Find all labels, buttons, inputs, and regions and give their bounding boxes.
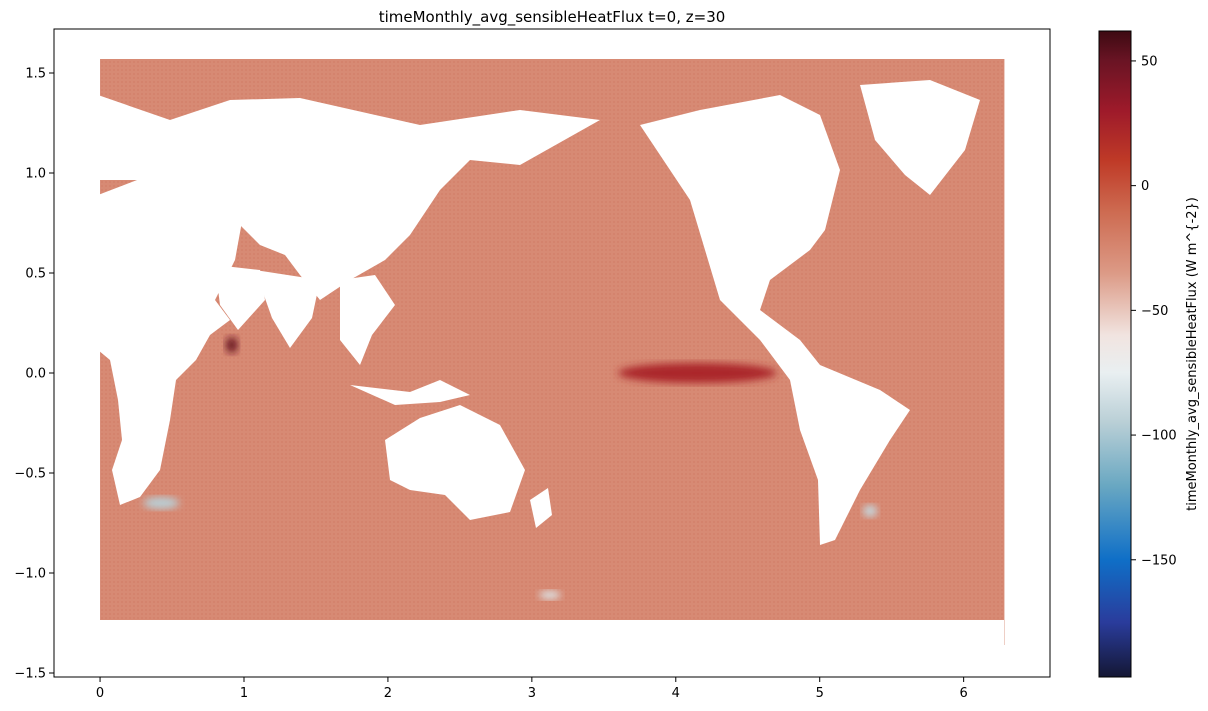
y-tick-label: 1.5	[25, 67, 46, 82]
land-antarctica	[98, 620, 1004, 711]
land-americas	[640, 95, 910, 545]
land-australia	[385, 405, 525, 520]
land-greenland	[860, 80, 980, 195]
x-tick-label: 5	[816, 686, 824, 701]
y-tick-label: 1.0	[25, 167, 46, 182]
x-tick-label: 0	[96, 686, 104, 701]
x-tick-label: 3	[528, 686, 536, 701]
land-eurasia	[98, 95, 600, 300]
feature-3	[862, 505, 878, 517]
colorbar-ticks: 50 0 −50 −100 −150	[1131, 54, 1177, 568]
feature-layer	[143, 337, 878, 599]
land-masks	[98, 80, 1004, 711]
colorbar-label: timeMonthly_avg_sensibleHeatFlux (W m^{-…	[1185, 197, 1200, 511]
feature-1	[225, 337, 238, 353]
land-southeast-asia	[340, 275, 395, 365]
colorbar-tick-label: −100	[1141, 429, 1177, 444]
axes-frame	[53, 28, 1051, 678]
chart-title: timeMonthly_avg_sensibleHeatFlux t=0, z=…	[379, 8, 726, 27]
x-tick-label: 1	[240, 686, 248, 701]
feature-2	[143, 497, 180, 509]
land-antarctica-edge	[500, 620, 1004, 650]
plot-area	[53, 28, 1051, 711]
land-indonesia	[350, 380, 470, 405]
colorbar-gradient	[1098, 30, 1132, 678]
y-tick-label: −0.5	[14, 467, 46, 482]
y-axis: 1.5 1.0 0.5 0.0 −0.5 −1.0 −1.5	[14, 67, 54, 682]
colorbar-tick-label: 0	[1141, 179, 1149, 194]
x-axis: 0 1 2 3 4 5 6	[96, 677, 968, 701]
land-new-zealand	[530, 488, 552, 528]
colorbar-tick-label: −150	[1141, 553, 1177, 568]
colorbar-tick-label: 50	[1141, 54, 1158, 69]
land-india	[255, 270, 320, 348]
y-tick-label: −1.5	[14, 667, 46, 682]
land-arabia	[215, 265, 265, 330]
y-tick-label: −1.0	[14, 567, 46, 582]
x-tick-label: 4	[672, 686, 680, 701]
x-tick-label: 6	[960, 686, 968, 701]
x-tick-label: 2	[384, 686, 392, 701]
colorbar-tick-label: −50	[1141, 304, 1168, 319]
y-tick-label: 0.5	[25, 267, 46, 282]
colorbar: 50 0 −50 −100 −150 timeMonthly_avg_sensibleH…	[1098, 30, 1200, 678]
land-africa	[98, 175, 245, 505]
feature-0	[618, 363, 777, 383]
feature-4	[539, 591, 561, 599]
y-tick-label: 0.0	[25, 367, 46, 382]
